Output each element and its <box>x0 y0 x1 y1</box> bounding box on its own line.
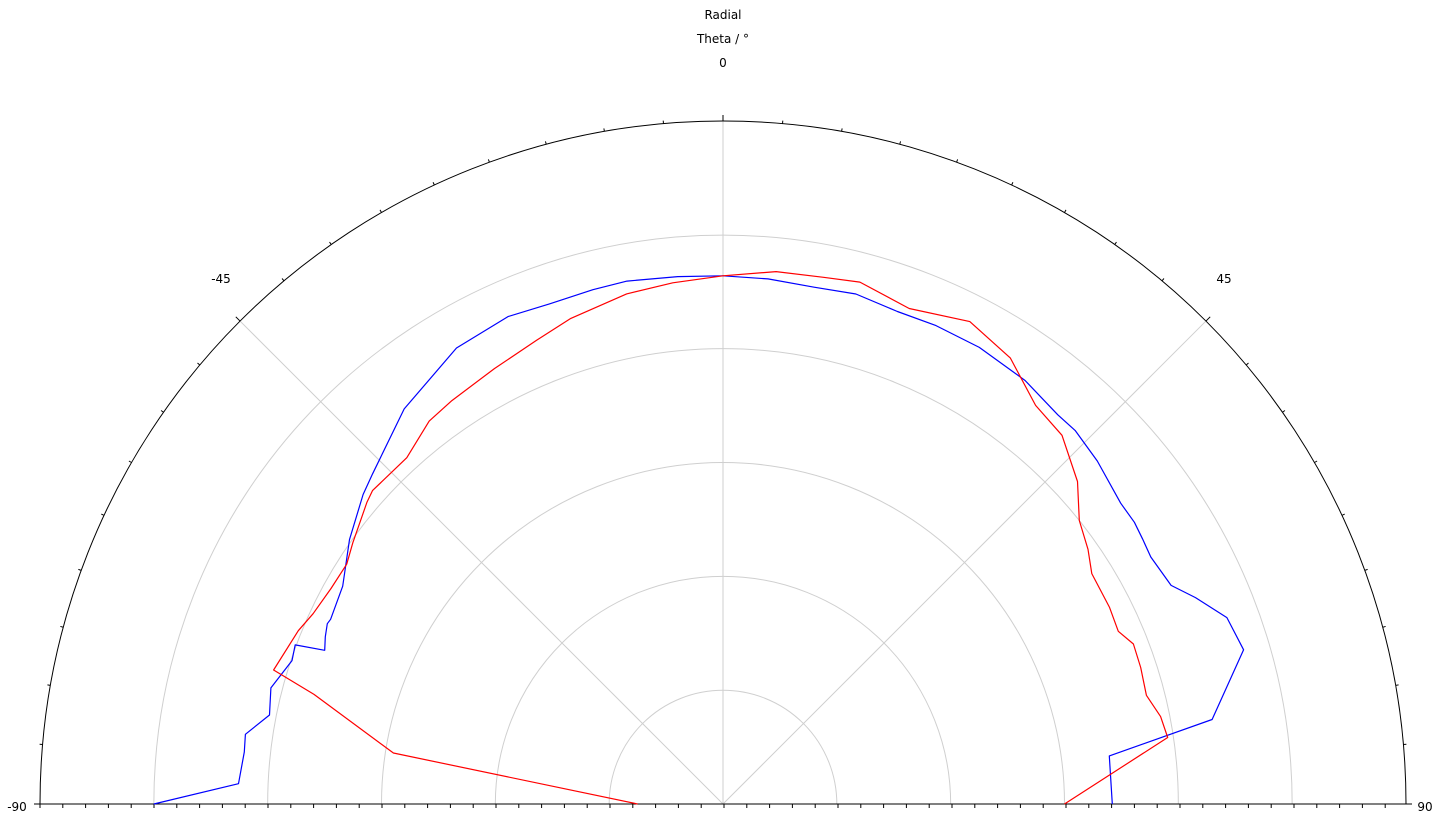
angular-grid-line-minus45 <box>239 320 724 805</box>
theta-tick-minus10 <box>603 128 605 132</box>
theta-tick-minus70 <box>78 568 82 571</box>
theta-tick-minus50 <box>197 362 201 366</box>
theta-tick-45 <box>1205 316 1211 322</box>
theta-tick-minus65 <box>101 513 105 516</box>
theta-tick-20 <box>956 159 959 163</box>
theta-tick-minus75 <box>60 625 64 628</box>
theta-tick-65 <box>1341 513 1345 516</box>
theta-tick-30 <box>1064 209 1067 213</box>
theta-tick-label-90: 90 <box>1417 800 1432 814</box>
axis-layer <box>34 115 1412 808</box>
theta-tick-60 <box>1314 460 1318 463</box>
theta-tick-75 <box>1382 625 1386 628</box>
theta-tick-label-minus90: -90 <box>7 800 27 814</box>
theta-tick-minus20 <box>487 159 490 163</box>
series-line-1 <box>153 275 1245 805</box>
theta-tick-minus35 <box>329 241 332 245</box>
theta-tick-minus55 <box>160 410 164 413</box>
theta-tick-40 <box>1161 278 1165 282</box>
angle-axis-label: Theta / ° <box>696 32 749 46</box>
angular-grid-line-45 <box>722 320 1207 805</box>
theta-tick-minus60 <box>128 460 132 463</box>
theta-tick-label-45: 45 <box>1216 272 1231 286</box>
theta-tick-80 <box>1395 684 1399 686</box>
theta-tick-35 <box>1114 241 1117 245</box>
theta-tick-minus40 <box>281 278 285 282</box>
theta-tick-55 <box>1282 410 1286 413</box>
series-layer <box>153 271 1245 805</box>
outer-angle-arc <box>39 120 1407 805</box>
theta-tick-15 <box>899 141 902 145</box>
theta-tick-label-0: 0 <box>719 56 727 70</box>
theta-tick-minus80 <box>47 684 51 686</box>
series-line-2 <box>273 271 1169 805</box>
theta-tick-minus25 <box>432 182 435 186</box>
theta-tick-70 <box>1364 568 1368 571</box>
theta-tick-minus30 <box>379 209 382 213</box>
theta-tick-minus45 <box>235 316 241 322</box>
theta-tick-10 <box>841 128 843 132</box>
theta-tick-label-minus45: -45 <box>211 272 231 286</box>
chart-title: Radial <box>704 8 741 22</box>
theta-tick-50 <box>1245 362 1249 366</box>
theta-tick-minus15 <box>544 141 547 145</box>
grid-layer <box>153 121 1293 805</box>
theta-tick-25 <box>1011 182 1014 186</box>
